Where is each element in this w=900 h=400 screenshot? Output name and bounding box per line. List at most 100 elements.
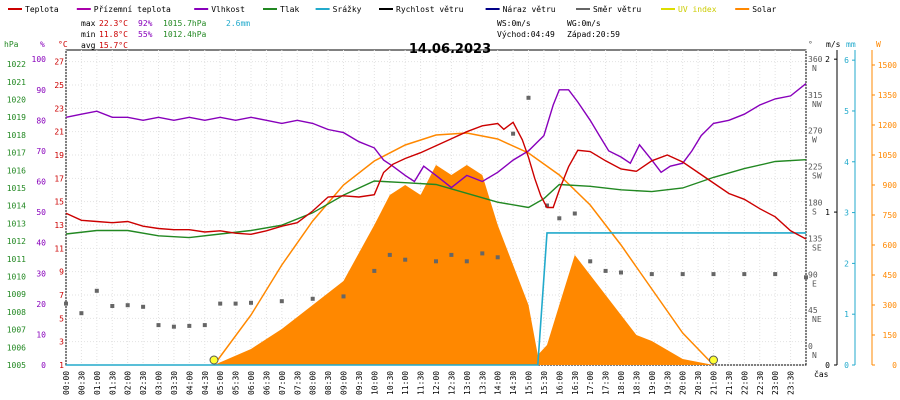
time-tick-label: 13:30 [478,371,487,395]
stat-rain: 2.6mm [226,19,250,28]
pressure-tick-label: 1006 [7,343,26,352]
time-tick-label: 09:00 [340,371,349,395]
w-tick-label: 0 [892,361,897,370]
humidity-tick-label: 90 [36,86,46,95]
time-tick-label: 03:30 [170,371,179,395]
humidity-tick-label: 80 [36,116,46,125]
unit-hpa: hPa [4,40,19,49]
time-tick-label: 19:30 [663,371,672,395]
pressure-tick-label: 1017 [7,149,26,158]
time-tick-label: 12:30 [447,371,456,395]
wind-dir-tick-direction: S [812,208,817,217]
w-tick-label: 300 [883,301,898,310]
time-tick-label: 17:30 [602,371,611,395]
w-tick-label: 750 [883,211,898,220]
wind-dir-point [711,272,716,277]
pressure-tick-label: 1011 [7,255,26,264]
sunset: Západ:20:59 [567,30,620,39]
time-tick-label: 20:00 [679,371,688,395]
time-tick-label: 20:30 [694,371,703,395]
stat-max-hum: 92% [138,19,153,28]
time-tick-label: 06:00 [247,371,256,395]
time-tick-label: 11:30 [417,371,426,395]
wind-dir-point [603,268,608,273]
w-tick-label: 1050 [878,151,897,160]
time-tick-label: 16:30 [571,371,580,395]
wind-wg: WG:0m/s [567,19,601,28]
time-tick-label: 07:00 [278,371,287,395]
solar-area [214,165,714,365]
wind-dir-tick-direction: NE [812,315,822,324]
unit-time: čas [814,369,829,379]
temp-tick-label: 3 [59,338,64,347]
wind-dir-tick-degree: 360 [808,55,823,64]
time-tick-label: 22:30 [756,371,765,395]
temp-tick-label: 21 [54,128,64,137]
stat-min-press: 1012.4hPa [163,30,207,39]
wind-dir-point [649,272,654,277]
w-tick-label: 1200 [878,121,897,130]
wind-dir-tick-degree: 315 [808,91,823,100]
pressure-tick-label: 1020 [7,96,26,105]
wind-dir-point [64,301,68,306]
stat-avg-temp: 15.7°C [99,41,128,50]
stat-max-press: 1015.7hPa [163,19,207,28]
time-tick-label: 12:00 [432,371,441,395]
time-tick-label: 15:30 [540,371,549,395]
pressure-tick-label: 1014 [7,202,26,211]
stat-max-label: max [81,19,96,28]
wind-dir-point [449,252,454,257]
mm-tick-label: 1 [844,310,849,319]
w-tick-label: 600 [883,241,898,250]
wind-dir-point [233,301,238,306]
wind-dir-point [110,304,115,308]
wind-dir-point [403,257,408,262]
wind-dir-tick-direction: W [812,136,817,145]
time-tick-label: 16:00 [555,371,564,395]
time-tick-label: 05:00 [216,371,225,395]
mm-tick-label: 6 [844,56,849,65]
time-tick-label: 07:30 [293,371,302,395]
humidity-tick-label: 60 [36,178,46,187]
time-tick-label: 14:30 [509,371,518,395]
wind-dir-point [141,304,146,309]
legend-label: Rychlost větru [396,5,464,14]
time-tick-label: 01:30 [108,371,117,395]
wind-dir-tick-degree: 225 [808,163,823,172]
legend-label: Vlhkost [211,5,245,14]
time-tick-label: 05:30 [232,371,241,395]
wind-dir-tick-direction: SW [812,172,822,181]
wind-dir-point [557,216,562,221]
time-tick-label: 04:00 [185,371,194,395]
ms-tick-label: 1 [825,208,830,217]
wind-dir-point [218,301,223,306]
humidity-tick-label: 100 [32,55,47,64]
time-tick-label: 08:30 [324,371,333,395]
wind-dir-point [619,270,623,275]
wind-dir-tick-degree: 270 [808,127,823,136]
wind-dir-point [310,296,315,301]
humidity-tick-label: 40 [36,239,46,248]
temp-tick-label: 17 [54,174,64,183]
unit-degc: °C [58,40,68,49]
wind-dir-tick-degree: 0 [808,342,813,351]
temp-tick-label: 25 [54,81,64,90]
temp-tick-label: 19 [54,151,64,160]
wind-dir-tick-direction: NW [812,100,822,109]
humidity-line [65,83,807,189]
mm-tick-label: 0 [844,361,849,370]
time-tick-label: 10:00 [370,371,379,395]
unit-deg: ° [808,40,813,49]
uv-index-marker [209,355,219,365]
time-tick-label: 11:00 [401,371,410,395]
w-tick-label: 1350 [878,91,897,100]
wind-dir-tick-degree: 45 [808,306,818,315]
unit-mm: mm [846,40,856,49]
solar-max-line [213,132,715,366]
wind-dir-point [125,303,130,308]
legend-label: Směr větru [593,5,641,14]
mm-tick-label: 5 [844,107,849,116]
time-tick-label: 15:00 [525,371,534,395]
uv-index-marker [709,355,718,365]
